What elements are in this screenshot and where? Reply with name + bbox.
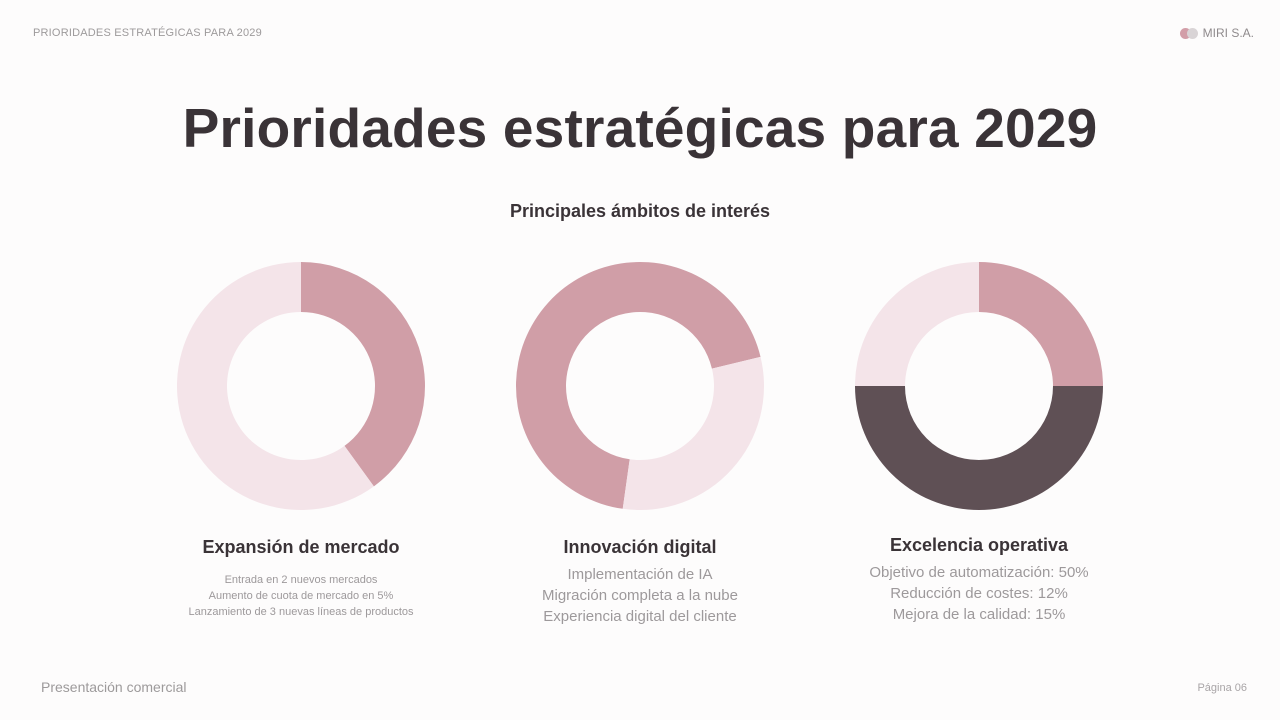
page-number: Página 06: [1197, 682, 1247, 694]
card-innovation: Innovación digital Implementación de IA …: [470, 537, 810, 627]
card-line: Mejora de la calidad: 15%: [892, 606, 1066, 623]
card-line: Aumento de cuota de mercado en 5%: [208, 590, 394, 602]
section-label: PRIORIDADES ESTRATÉGICAS PARA 2029: [33, 27, 262, 39]
card-heading: Innovación digital: [563, 537, 717, 557]
card-line: Migración completa a la nube: [542, 587, 738, 604]
donut-chart-innovation: [515, 261, 765, 511]
donut-segment: [855, 262, 979, 386]
donut-chart-operational: [854, 261, 1104, 511]
donut-segment: [516, 262, 761, 509]
page-title: Prioridades estratégicas para 2029: [182, 97, 1098, 159]
donut-chart-expansion: [176, 261, 426, 511]
brand-logo: MIRI S.A.: [1179, 26, 1254, 40]
card-line: Implementación de IA: [567, 566, 713, 583]
donut-segment: [855, 386, 1103, 510]
card-line: Reducción de costes: 12%: [890, 585, 1068, 602]
donut-segment: [622, 356, 764, 510]
card-heading: Excelencia operativa: [889, 535, 1069, 555]
footer-presentation-label: Presentación comercial: [41, 679, 187, 695]
card-line: Experiencia digital del cliente: [543, 608, 737, 625]
brand-dots-icon: [1179, 27, 1200, 39]
donut-segment: [176, 262, 374, 510]
card-expansion: Expansión de mercado Entrada en 2 nuevos…: [131, 537, 471, 620]
card-line: Entrada en 2 nuevos mercados: [224, 574, 378, 586]
donut-segment: [979, 262, 1103, 386]
chart-subtitle: Principales ámbitos de interés: [509, 201, 771, 221]
card-operational: Excelencia operativa Objetivo de automat…: [809, 535, 1149, 625]
brand-name: MIRI S.A.: [1202, 26, 1254, 40]
card-heading: Expansión de mercado: [202, 537, 400, 557]
card-line: Objetivo de automatización: 50%: [869, 564, 1089, 581]
card-line: Lanzamiento de 3 nuevas líneas de produc…: [188, 606, 414, 618]
donut-segment: [301, 262, 425, 487]
